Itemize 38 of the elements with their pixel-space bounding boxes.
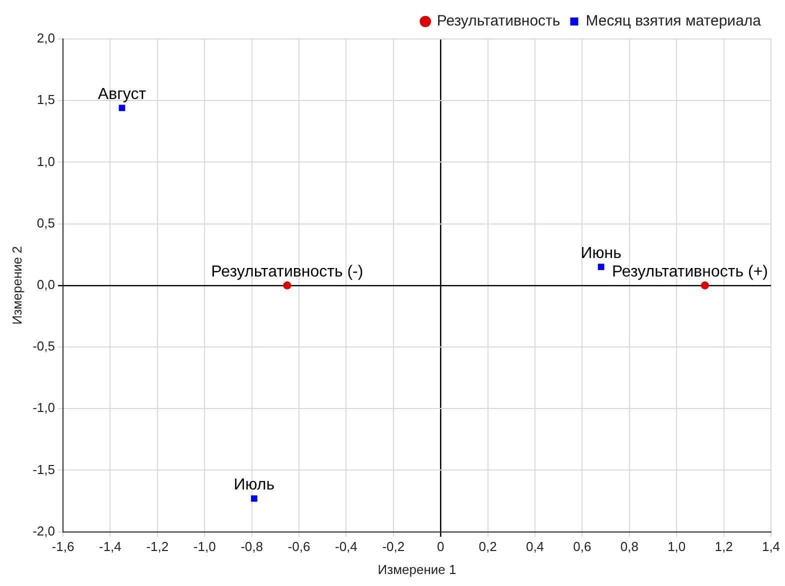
annotation: Июнь — [580, 244, 622, 262]
y-tick-label: 0,5 — [36, 215, 55, 230]
x-tick-label: 1,4 — [762, 539, 780, 554]
x-tick-label: -0,4 — [334, 539, 358, 554]
y-tick-label: -2,0 — [32, 523, 55, 538]
x-tick-label: 0,4 — [526, 539, 544, 554]
x-tick-label: 0,8 — [620, 539, 638, 554]
x-tick-label: 1,0 — [668, 539, 686, 554]
annotation: Результативность (+) — [612, 263, 768, 280]
x-tick-label: -1,6 — [52, 539, 74, 554]
y-axis-title: Измерение 2 — [9, 246, 24, 325]
y-tick-label: 1,0 — [36, 154, 55, 169]
y-tick-label: 0,0 — [36, 276, 55, 292]
x-tick-label: -0,6 — [288, 539, 310, 554]
y-tick-label: 1,5 — [36, 92, 55, 108]
x-tick-label: -0,2 — [382, 539, 405, 554]
y-tick-label: -1,5 — [32, 462, 55, 477]
legend-label: Результативность — [436, 12, 560, 30]
x-tick-label: 0 — [436, 539, 444, 554]
x-tick-label: 0,6 — [573, 539, 592, 554]
point — [283, 281, 292, 290]
legend-label: Месяц взятия материала — [586, 12, 762, 30]
point — [250, 495, 258, 502]
x-tick-label: -1,4 — [99, 539, 122, 554]
x-tick-label: 1,2 — [714, 539, 733, 554]
x-axis-title: Измерение 1 — [378, 562, 456, 577]
annotation: Результативность (-) — [211, 263, 364, 280]
y-tick-label: 2,0 — [36, 30, 55, 46]
x-tick-label: 0,2 — [478, 539, 497, 554]
y-tick-label: -0,5 — [32, 338, 55, 354]
point — [598, 264, 604, 270]
annotation: Июль — [234, 476, 275, 494]
point — [700, 281, 709, 290]
x-tick-label: -0,8 — [240, 539, 264, 554]
y-tick-label: -1,0 — [32, 400, 55, 416]
x-tick-label: -1,2 — [146, 539, 169, 554]
annotation: Август — [98, 86, 147, 103]
x-tick-label: -1,0 — [193, 539, 216, 554]
